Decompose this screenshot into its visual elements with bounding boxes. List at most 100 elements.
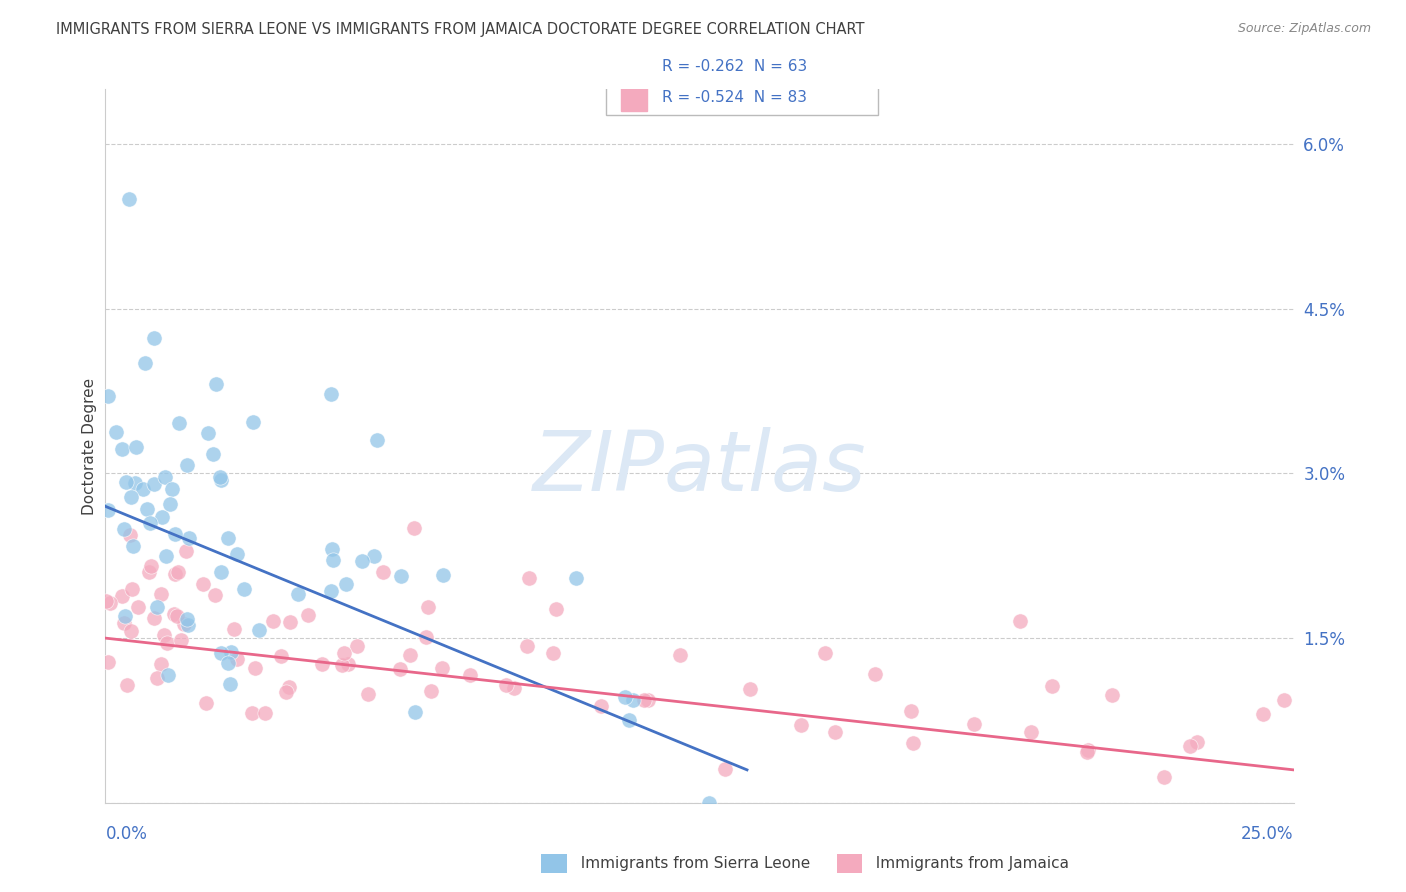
Point bbox=[146, 599, 169, 614]
Point bbox=[352, 554, 374, 568]
Point bbox=[319, 387, 342, 401]
Point bbox=[202, 447, 225, 461]
Point bbox=[458, 668, 481, 682]
Point bbox=[356, 687, 378, 701]
Point bbox=[517, 571, 540, 585]
Point bbox=[121, 582, 143, 597]
Text: R = -0.262  N = 63: R = -0.262 N = 63 bbox=[661, 59, 807, 74]
Point bbox=[142, 610, 165, 624]
Point bbox=[416, 599, 439, 614]
Point bbox=[114, 523, 136, 537]
Point bbox=[623, 693, 645, 707]
Point bbox=[118, 192, 141, 206]
Point bbox=[226, 547, 249, 561]
Point bbox=[104, 425, 127, 439]
Point bbox=[218, 676, 240, 690]
Point bbox=[134, 356, 156, 370]
Point bbox=[332, 646, 354, 660]
Point bbox=[209, 565, 232, 579]
Point bbox=[111, 589, 134, 603]
Point bbox=[112, 616, 135, 631]
Point bbox=[135, 502, 157, 516]
Point bbox=[863, 667, 886, 681]
Point bbox=[146, 671, 169, 685]
Point bbox=[419, 683, 441, 698]
Point bbox=[591, 699, 613, 714]
Point bbox=[208, 470, 231, 484]
Point bbox=[900, 704, 922, 718]
Point bbox=[963, 717, 986, 731]
Point bbox=[1187, 735, 1209, 749]
Point bbox=[1178, 739, 1201, 754]
Point bbox=[322, 553, 344, 567]
Point bbox=[142, 477, 165, 491]
Point bbox=[297, 607, 319, 622]
Point bbox=[157, 668, 180, 682]
Point bbox=[388, 662, 411, 676]
Point bbox=[125, 440, 148, 454]
Point bbox=[502, 681, 524, 695]
Point bbox=[311, 657, 333, 671]
FancyBboxPatch shape bbox=[606, 44, 877, 115]
Point bbox=[404, 706, 426, 720]
Point bbox=[124, 476, 146, 491]
Point bbox=[149, 587, 172, 601]
Point bbox=[169, 633, 191, 648]
Point bbox=[166, 566, 188, 580]
Point bbox=[98, 596, 121, 610]
Point bbox=[226, 652, 249, 666]
Point bbox=[321, 542, 343, 557]
Point bbox=[790, 718, 813, 732]
Point bbox=[209, 474, 232, 488]
Point bbox=[240, 706, 263, 720]
Point bbox=[699, 796, 721, 810]
Point bbox=[166, 609, 188, 624]
Point bbox=[619, 713, 641, 727]
Point bbox=[173, 617, 195, 632]
Point bbox=[614, 690, 637, 705]
Point bbox=[205, 376, 228, 391]
Text: IMMIGRANTS FROM SIERRA LEONE VS IMMIGRANTS FROM JAMAICA DOCTORATE DEGREE CORRELA: IMMIGRANTS FROM SIERRA LEONE VS IMMIGRAN… bbox=[56, 22, 865, 37]
Point bbox=[278, 681, 301, 695]
Point bbox=[814, 646, 837, 660]
Point bbox=[176, 612, 198, 626]
Point bbox=[97, 503, 120, 517]
Text: 0.0%: 0.0% bbox=[105, 825, 148, 843]
Point bbox=[115, 677, 138, 691]
Point bbox=[150, 509, 173, 524]
Point bbox=[1040, 680, 1063, 694]
Point bbox=[274, 684, 297, 698]
Bar bbox=[621, 84, 647, 111]
Point bbox=[165, 527, 187, 541]
Point bbox=[337, 657, 360, 671]
Text: 25.0%: 25.0% bbox=[1241, 825, 1294, 843]
Y-axis label: Doctorate Degree: Doctorate Degree bbox=[82, 377, 97, 515]
Point bbox=[219, 645, 242, 659]
Point bbox=[149, 657, 172, 671]
Point bbox=[432, 568, 454, 582]
Point bbox=[97, 389, 120, 403]
Point bbox=[544, 602, 567, 616]
Point bbox=[371, 565, 394, 579]
Point bbox=[159, 497, 181, 511]
Point bbox=[516, 639, 538, 653]
Point bbox=[254, 706, 277, 720]
Point bbox=[1272, 693, 1295, 707]
Point bbox=[115, 475, 138, 489]
Point bbox=[1077, 742, 1099, 756]
Point bbox=[287, 586, 309, 600]
Point bbox=[366, 433, 388, 447]
Text: Source: ZipAtlas.com: Source: ZipAtlas.com bbox=[1237, 22, 1371, 36]
Point bbox=[335, 576, 357, 591]
Point bbox=[120, 624, 142, 638]
Point bbox=[120, 528, 142, 542]
Point bbox=[131, 482, 153, 496]
Text: ZIPatlas: ZIPatlas bbox=[533, 427, 866, 508]
Point bbox=[127, 599, 149, 614]
Point bbox=[247, 623, 270, 637]
Point bbox=[346, 639, 368, 653]
Point bbox=[122, 539, 145, 553]
Point bbox=[633, 693, 655, 707]
Point bbox=[330, 658, 353, 673]
Point bbox=[901, 735, 924, 749]
